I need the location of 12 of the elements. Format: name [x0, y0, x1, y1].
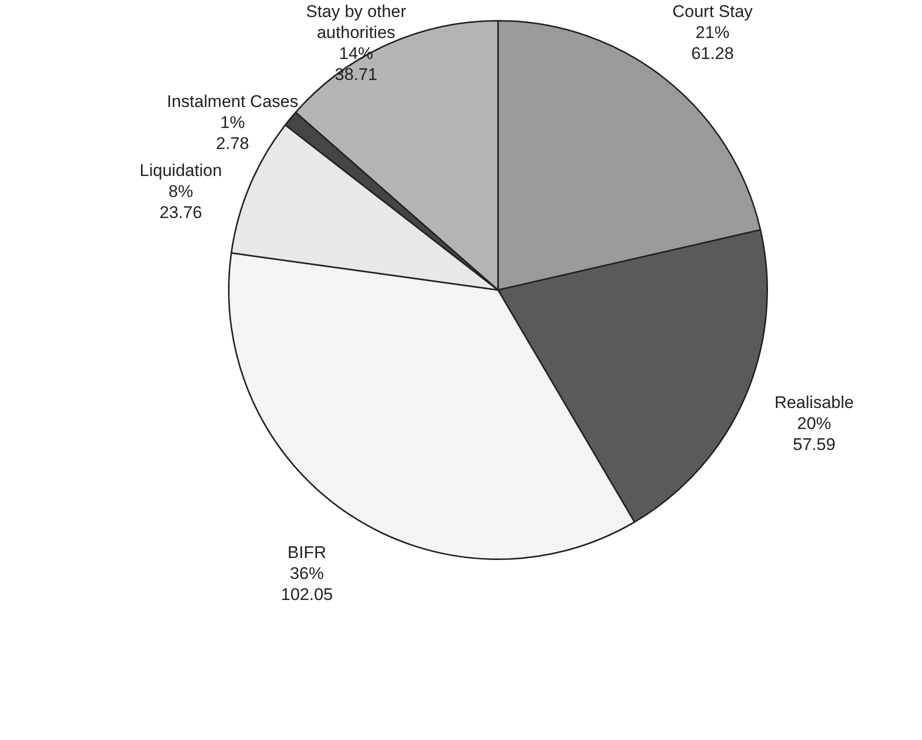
data-label: 20% 57.59: [792, 414, 836, 454]
slice-label: BIFR: [287, 543, 326, 562]
data-label: 8% 23.76: [160, 182, 202, 222]
slice-label: Court Stay: [672, 2, 754, 22]
data-label: 21% 61.28: [691, 23, 734, 64]
data-label: 14% 38.71: [334, 44, 378, 84]
slice-label: Stay by other authorities: [306, 2, 406, 42]
slice-label: Liquidation: [140, 161, 222, 180]
slice-label: Realisable: [774, 392, 854, 412]
data-label: 1% 2.78: [216, 113, 250, 154]
data-label: 36% 102.05: [280, 564, 333, 604]
slice-label: Instalment Cases: [166, 92, 298, 112]
